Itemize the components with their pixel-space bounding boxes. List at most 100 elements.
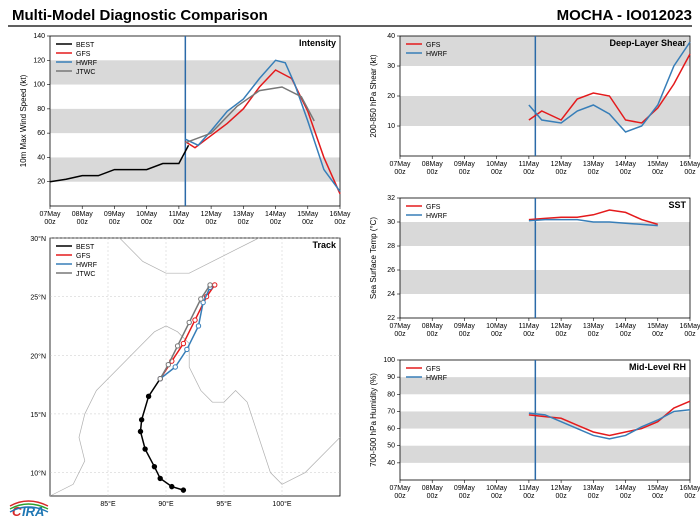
ytick: 22 <box>387 315 395 322</box>
xtick: 11May <box>519 161 540 168</box>
xtick: 11May <box>169 211 190 218</box>
xtick: 00z <box>620 493 632 500</box>
xtick: 00z <box>491 169 503 176</box>
legend-label: GFS <box>426 42 441 49</box>
ytick: 60 <box>387 426 395 433</box>
legend-label: HWRF <box>76 60 97 67</box>
xtick: 15May <box>647 161 669 168</box>
jtwc-marker <box>199 297 203 301</box>
ytick: 80 <box>37 106 45 113</box>
diagnostic-figure: Multi-Model Diagnostic Comparison MOCHA -… <box>0 0 700 525</box>
band <box>400 222 690 246</box>
xtick: 08May <box>422 161 444 168</box>
xtick: 00z <box>491 331 503 338</box>
xtick: 16May <box>329 211 351 218</box>
xtick: 15May <box>297 211 319 218</box>
xtick: 13May <box>583 323 605 330</box>
xtick: 16May <box>679 323 700 330</box>
panel-title: Intensity <box>299 38 336 48</box>
gfs-marker <box>213 283 217 287</box>
xtick: 14May <box>265 211 287 218</box>
xtick: 11May <box>519 485 540 492</box>
legend-label: HWRF <box>426 375 447 382</box>
sst-panel: 22242628303207May00z08May00z09May00z10Ma… <box>369 195 700 338</box>
ytick: 30 <box>387 219 395 226</box>
xtick: 12May <box>551 161 573 168</box>
band <box>50 157 340 181</box>
jtwc-marker <box>187 320 191 324</box>
xtick: 00z <box>555 169 567 176</box>
best-marker <box>139 418 143 422</box>
ytick: 70 <box>387 408 395 415</box>
ytick: 60 <box>37 130 45 137</box>
legend-label: BEST <box>76 42 95 49</box>
xtick: 00z <box>588 331 600 338</box>
xtick: 00z <box>555 493 567 500</box>
xtick: 09May <box>454 161 476 168</box>
best-marker <box>181 488 185 492</box>
band <box>400 270 690 294</box>
xtick: 00z <box>684 169 696 176</box>
xtick: 09May <box>454 485 476 492</box>
xtick: 00z <box>684 493 696 500</box>
xtick: 00z <box>141 219 153 226</box>
legend-label: GFS <box>76 253 91 260</box>
band <box>50 109 340 133</box>
xtick: 08May <box>422 323 444 330</box>
ytick: 50 <box>387 443 395 450</box>
xtick: 00z <box>394 169 406 176</box>
xtick: 07May <box>389 485 411 492</box>
xtick: 16May <box>679 161 700 168</box>
xtick: 13May <box>233 211 255 218</box>
ytick: 100 <box>383 357 395 364</box>
title-left: Multi-Model Diagnostic Comparison <box>12 7 268 24</box>
xtick: 00z <box>459 169 471 176</box>
jtwc-marker <box>175 344 179 348</box>
xtick: 08May <box>72 211 94 218</box>
hwrf-marker <box>173 365 177 369</box>
legend-label: HWRF <box>76 262 97 269</box>
ytick: 20 <box>387 93 395 100</box>
xtick: 00z <box>427 493 439 500</box>
ylabel: 200-850 hPa Shear (kt) <box>369 54 378 137</box>
xtick: 11May <box>519 323 540 330</box>
best-marker <box>143 447 147 451</box>
title-right: MOCHA - IO012023 <box>557 7 692 24</box>
xtick: 07May <box>389 323 411 330</box>
xtick: 00z <box>684 331 696 338</box>
lat-tick: 20°N <box>30 352 46 360</box>
xtick: 14May <box>615 485 637 492</box>
lat-tick: 25°N <box>30 294 46 302</box>
hwrf-marker <box>185 347 189 351</box>
ytick: 26 <box>387 267 395 274</box>
intensity-panel: 2040608010012014007May00z08May00z09May00… <box>19 33 351 226</box>
xtick: 10May <box>486 323 508 330</box>
panel-title: Track <box>312 240 337 250</box>
lat-tick: 30°N <box>30 235 46 243</box>
xtick: 00z <box>459 493 471 500</box>
ytick: 40 <box>387 460 395 467</box>
jtwc-marker <box>166 362 170 366</box>
xtick: 00z <box>555 331 567 338</box>
xtick: 14May <box>615 161 637 168</box>
xtick: 00z <box>652 331 664 338</box>
xtick: 00z <box>44 219 56 226</box>
xtick: 15May <box>647 485 669 492</box>
xtick: 12May <box>551 323 573 330</box>
xtick: 09May <box>454 323 476 330</box>
xtick: 00z <box>238 219 250 226</box>
legend-label: GFS <box>426 366 441 373</box>
best-marker <box>170 484 174 488</box>
xtick: 10May <box>136 211 158 218</box>
xtick: 00z <box>459 331 471 338</box>
lon-tick: 95°E <box>216 500 232 508</box>
xtick: 00z <box>394 493 406 500</box>
best-marker <box>152 464 156 468</box>
xtick: 00z <box>491 493 503 500</box>
xtick: 00z <box>205 219 217 226</box>
lon-tick: 100°E <box>272 500 291 508</box>
xtick: 07May <box>39 211 61 218</box>
ytick: 32 <box>387 195 395 202</box>
track-panel: 10°N15°N20°N25°N30°N85°E90°E95°E100°ETra… <box>30 235 340 508</box>
cira-logo: CIRA <box>10 501 48 519</box>
